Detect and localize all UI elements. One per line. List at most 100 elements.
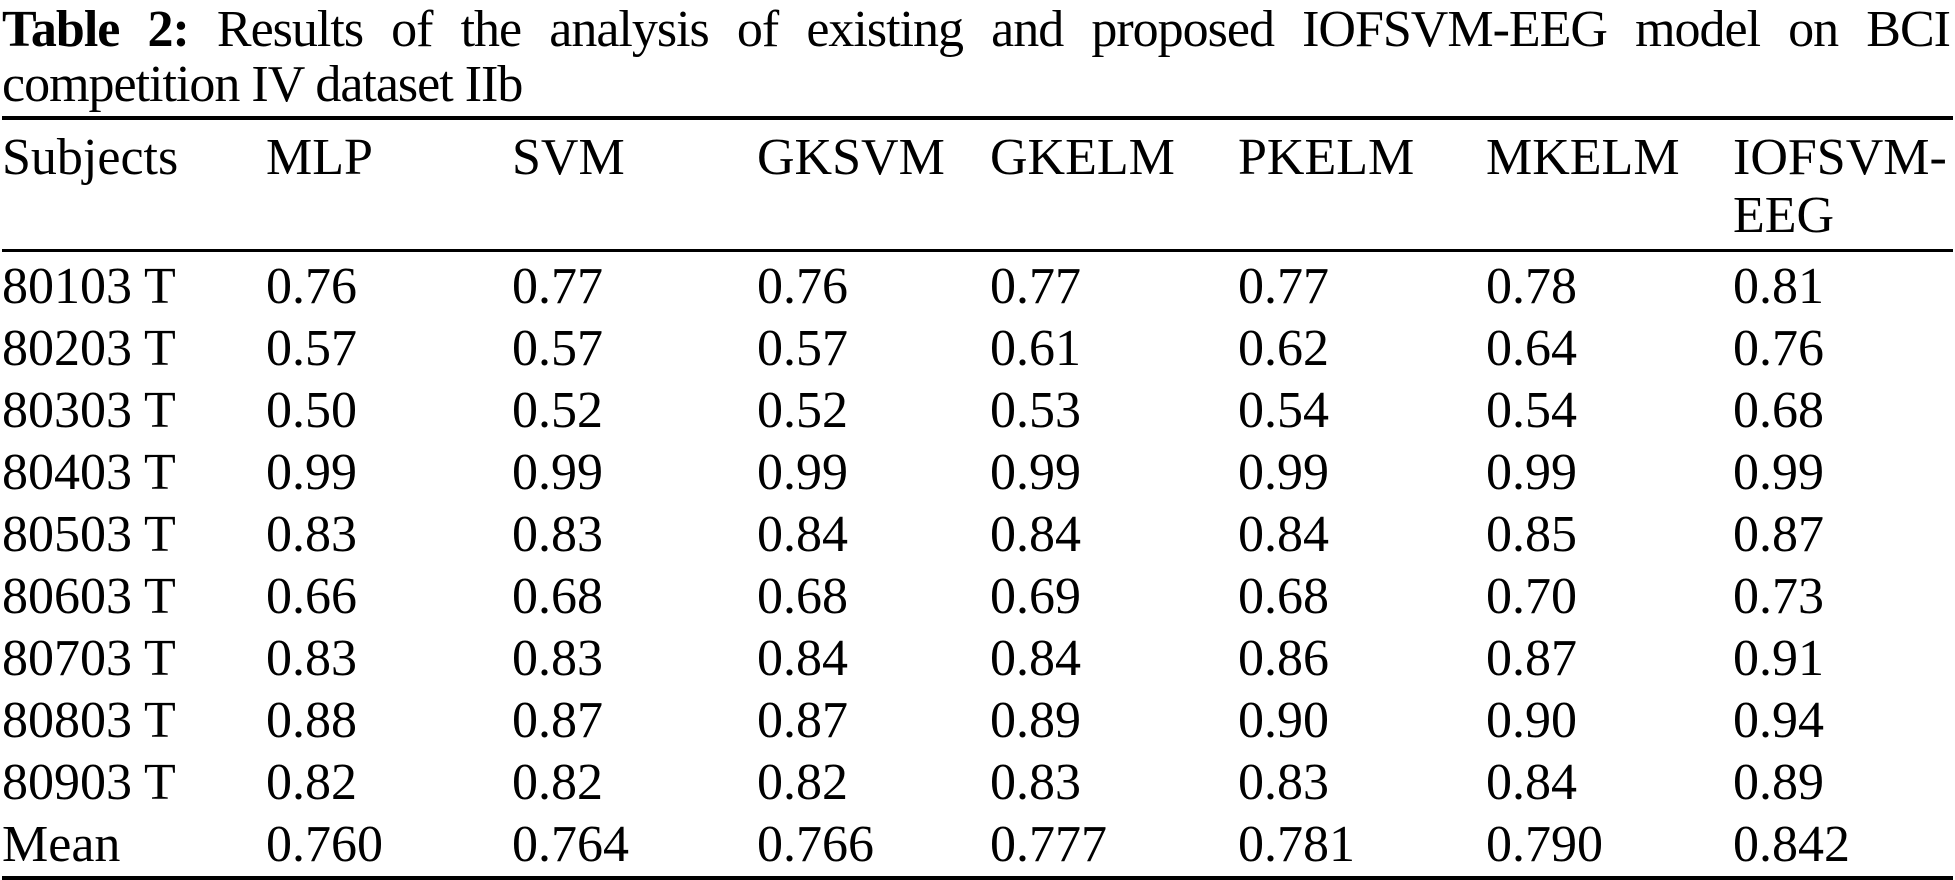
- row-label: Mean: [2, 816, 121, 873]
- cell-value: 0.99: [266, 444, 357, 501]
- cell-value: 0.99: [990, 444, 1081, 501]
- cell-value: 0.760: [266, 816, 383, 873]
- cell-value: 0.69: [990, 568, 1081, 625]
- cell-value: 0.766: [757, 816, 874, 873]
- cell-value: 0.84: [757, 506, 848, 563]
- cell-value: 0.77: [1238, 258, 1329, 315]
- cell-value: 0.78: [1486, 258, 1577, 315]
- cell-value: 0.68: [512, 568, 603, 625]
- cell-value: 0.76: [266, 258, 357, 315]
- cell-value: 0.57: [266, 320, 357, 377]
- column-header: MLP: [266, 118, 512, 252]
- column-header: GKELM: [990, 118, 1238, 252]
- cell-value: 0.83: [266, 630, 357, 687]
- cell-value: 0.777: [990, 816, 1107, 873]
- cell-value: 0.90: [1238, 692, 1329, 749]
- row-label: 80403 T: [2, 444, 176, 501]
- cell-value: 0.99: [1733, 444, 1824, 501]
- cell-value: 0.89: [990, 692, 1081, 749]
- row-label: 80303 T: [2, 382, 176, 439]
- table-caption: Table 2: Results of the analysis of exis…: [2, 1, 1951, 113]
- header-row: Subjects MLP SVM GKSVM GKELM PKELM MKELM IOFSVM…: [2, 118, 1953, 252]
- cell-value: 0.83: [1238, 754, 1329, 811]
- cell-value: 0.82: [512, 754, 603, 811]
- cell-value: 0.99: [1486, 444, 1577, 501]
- cell-value: 0.77: [990, 258, 1081, 315]
- table-row: 80403 T 0.99 0.99 0.99 0.99 0.99 0.99 0.99: [2, 442, 1953, 504]
- cell-value: 0.83: [266, 506, 357, 563]
- cell-value: 0.84: [1238, 506, 1329, 563]
- table-caption-label: Table 2:: [2, 1, 190, 58]
- cell-value: 0.81: [1733, 258, 1824, 315]
- cell-value: 0.52: [512, 382, 603, 439]
- cell-value: 0.82: [266, 754, 357, 811]
- table-caption-text: Results of the analysis of existing and …: [2, 1, 1951, 113]
- row-label: 80903 T: [2, 754, 176, 811]
- cell-value: 0.57: [757, 320, 848, 377]
- table-row: Mean 0.760 0.764 0.766 0.777 0.781 0.790 0.842: [2, 814, 1953, 878]
- cell-value: 0.54: [1486, 382, 1577, 439]
- column-header: SVM: [512, 118, 757, 252]
- cell-value: 0.84: [990, 630, 1081, 687]
- cell-value: 0.61: [990, 320, 1081, 377]
- row-label: 80203 T: [2, 320, 176, 377]
- cell-value: 0.83: [990, 754, 1081, 811]
- table-row: 80503 T 0.83 0.83 0.84 0.84 0.84 0.85 0.87: [2, 504, 1953, 566]
- cell-value: 0.764: [512, 816, 629, 873]
- cell-value: 0.87: [1486, 630, 1577, 687]
- row-label: 80603 T: [2, 568, 176, 625]
- cell-value: 0.52: [757, 382, 848, 439]
- column-header: PKELM: [1238, 118, 1486, 252]
- cell-value: 0.54: [1238, 382, 1329, 439]
- cell-value: 0.50: [266, 382, 357, 439]
- cell-value: 0.70: [1486, 568, 1577, 625]
- cell-value: 0.842: [1733, 816, 1850, 873]
- cell-value: 0.76: [757, 258, 848, 315]
- cell-value: 0.94: [1733, 692, 1824, 749]
- cell-value: 0.87: [757, 692, 848, 749]
- cell-value: 0.73: [1733, 568, 1824, 625]
- cell-value: 0.66: [266, 568, 357, 625]
- cell-value: 0.84: [1486, 754, 1577, 811]
- table-row: 80703 T 0.83 0.83 0.84 0.84 0.86 0.87 0.91: [2, 628, 1953, 690]
- table-row: 80603 T 0.66 0.68 0.68 0.69 0.68 0.70 0.73: [2, 566, 1953, 628]
- column-header: Subjects: [2, 118, 266, 252]
- cell-value: 0.90: [1486, 692, 1577, 749]
- cell-value: 0.781: [1238, 816, 1355, 873]
- row-label: 80803 T: [2, 692, 176, 749]
- cell-value: 0.84: [757, 630, 848, 687]
- cell-value: 0.68: [1238, 568, 1329, 625]
- cell-value: 0.68: [757, 568, 848, 625]
- column-header: GKSVM: [757, 118, 990, 252]
- cell-value: 0.790: [1486, 816, 1603, 873]
- cell-value: 0.76: [1733, 320, 1824, 377]
- cell-value: 0.83: [512, 506, 603, 563]
- column-header: IOFSVM-EEG: [1733, 118, 1953, 252]
- cell-value: 0.84: [990, 506, 1081, 563]
- table-head: Subjects MLP SVM GKSVM GKELM PKELM MKELM IOFSVM…: [2, 118, 1953, 252]
- table-row: 80903 T 0.82 0.82 0.82 0.83 0.83 0.84 0.89: [2, 752, 1953, 814]
- cell-value: 0.87: [512, 692, 603, 749]
- cell-value: 0.77: [512, 258, 603, 315]
- column-header: MKELM: [1486, 118, 1733, 252]
- cell-value: 0.99: [1238, 444, 1329, 501]
- cell-value: 0.91: [1733, 630, 1824, 687]
- cell-value: 0.53: [990, 382, 1081, 439]
- row-label: 80703 T: [2, 630, 176, 687]
- table-row: 80803 T 0.88 0.87 0.87 0.89 0.90 0.90 0.94: [2, 690, 1953, 752]
- cell-value: 0.87: [1733, 506, 1824, 563]
- cell-value: 0.83: [512, 630, 603, 687]
- results-table: Subjects MLP SVM GKSVM GKELM PKELM MKELM IOFSVM…: [2, 116, 1953, 880]
- cell-value: 0.64: [1486, 320, 1577, 377]
- cell-value: 0.82: [757, 754, 848, 811]
- cell-value: 0.88: [266, 692, 357, 749]
- cell-value: 0.57: [512, 320, 603, 377]
- row-label: 80103 T: [2, 258, 176, 315]
- cell-value: 0.62: [1238, 320, 1329, 377]
- cell-value: 0.99: [512, 444, 603, 501]
- cell-value: 0.68: [1733, 382, 1824, 439]
- cell-value: 0.99: [757, 444, 848, 501]
- row-label: 80503 T: [2, 506, 176, 563]
- table-row: 80303 T 0.50 0.52 0.52 0.53 0.54 0.54 0.68: [2, 380, 1953, 442]
